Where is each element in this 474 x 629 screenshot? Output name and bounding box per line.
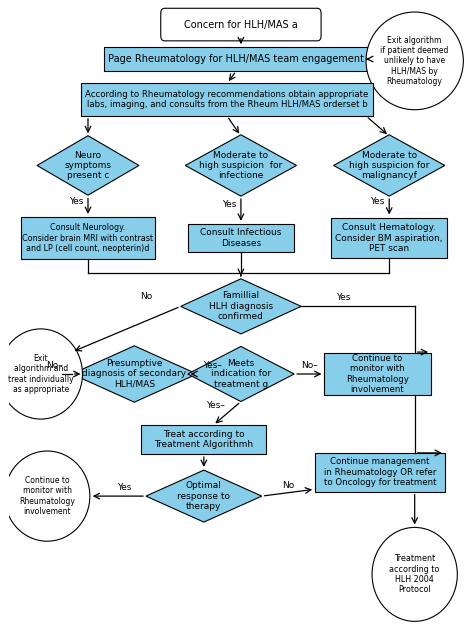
Text: Treat according to
Treatment Algorithmh: Treat according to Treatment Algorithmh bbox=[154, 430, 254, 450]
Ellipse shape bbox=[366, 12, 464, 109]
Ellipse shape bbox=[372, 527, 457, 621]
Polygon shape bbox=[146, 470, 262, 522]
Text: No–: No– bbox=[301, 360, 318, 370]
Polygon shape bbox=[181, 279, 301, 334]
Bar bbox=[324, 353, 431, 395]
Bar bbox=[21, 217, 155, 259]
Ellipse shape bbox=[0, 329, 82, 419]
Text: Famillial
HLH diagnosis
confirmed: Famillial HLH diagnosis confirmed bbox=[209, 291, 273, 321]
Bar bbox=[315, 453, 445, 492]
Text: Moderate to
high suspicion for
malignancyf: Moderate to high suspicion for malignanc… bbox=[349, 150, 429, 181]
Text: Yes–: Yes– bbox=[206, 401, 225, 410]
Text: Yes–: Yes– bbox=[203, 360, 222, 370]
Text: According to Rheumatology recommendations obtain appropriate
labs, imaging, and : According to Rheumatology recommendation… bbox=[85, 90, 369, 109]
Polygon shape bbox=[37, 136, 139, 195]
Text: Meets
indication for
treatment g: Meets indication for treatment g bbox=[211, 359, 271, 389]
Text: No: No bbox=[140, 292, 152, 301]
Text: Continue management
in Rheumatology OR refer
to Oncology for treatment: Continue management in Rheumatology OR r… bbox=[324, 457, 436, 487]
Text: Yes: Yes bbox=[69, 197, 83, 206]
Text: Treatment
according to
HLH 2004
Protocol: Treatment according to HLH 2004 Protocol bbox=[390, 554, 440, 594]
Polygon shape bbox=[334, 135, 445, 196]
Bar bbox=[331, 218, 447, 259]
Text: Neuro
symptoms
present c: Neuro symptoms present c bbox=[64, 150, 111, 181]
Bar bbox=[104, 47, 368, 71]
Polygon shape bbox=[185, 135, 297, 196]
Text: Continue to
monitor with
Rheumatology
involvement: Continue to monitor with Rheumatology in… bbox=[346, 354, 409, 394]
Polygon shape bbox=[188, 347, 294, 401]
Bar bbox=[81, 84, 373, 116]
Text: Yes: Yes bbox=[117, 482, 131, 492]
Text: Consult Neurology.
Consider brain MRI with contrast
and LP (cell count, neopteri: Consult Neurology. Consider brain MRI wi… bbox=[22, 223, 154, 253]
Bar bbox=[141, 425, 266, 454]
Text: Yes: Yes bbox=[222, 200, 237, 209]
Text: Concern for HLH/MAS a: Concern for HLH/MAS a bbox=[184, 19, 298, 30]
Text: Consult Hematology.
Consider BM aspiration,
PET scan: Consult Hematology. Consider BM aspirati… bbox=[336, 223, 443, 253]
Text: No–: No– bbox=[46, 360, 63, 370]
Ellipse shape bbox=[5, 451, 90, 541]
Text: No: No bbox=[283, 481, 295, 490]
Text: Consult Infectious
Diseases: Consult Infectious Diseases bbox=[200, 228, 282, 248]
Polygon shape bbox=[72, 346, 197, 402]
Text: Optimal
response to
therapy: Optimal response to therapy bbox=[177, 481, 230, 511]
Text: Exit
algorithm and
treat individually
as appropriate: Exit algorithm and treat individually as… bbox=[8, 354, 73, 394]
Text: Yes: Yes bbox=[336, 293, 350, 302]
Text: Moderate to
high suspicion  for
infectione: Moderate to high suspicion for infection… bbox=[199, 150, 283, 181]
Text: Page Rheumatology for HLH/MAS team engagement: Page Rheumatology for HLH/MAS team engag… bbox=[108, 54, 365, 64]
Text: Continue to
monitor with
Rheumatology
involvement: Continue to monitor with Rheumatology in… bbox=[19, 476, 75, 516]
Text: Presumptive
diagnosis of secondary
HLH/MAS: Presumptive diagnosis of secondary HLH/M… bbox=[82, 359, 186, 389]
Text: Exit algorithm
if patient deemed
unlikely to have
HLH/MAS by
Rheumatology: Exit algorithm if patient deemed unlikel… bbox=[381, 36, 449, 86]
FancyBboxPatch shape bbox=[161, 8, 321, 41]
Text: Yes: Yes bbox=[370, 197, 385, 206]
Bar bbox=[188, 224, 294, 252]
